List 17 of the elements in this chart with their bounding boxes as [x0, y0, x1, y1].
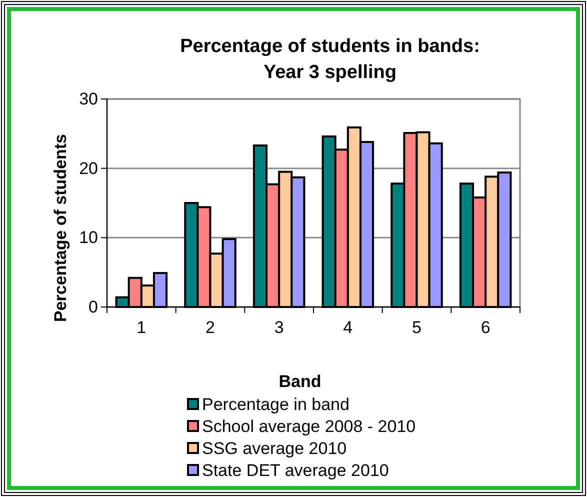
chart-title: Percentage of students in bands: Year 3 spelling: [180, 36, 480, 83]
x-tick-label: 1: [136, 318, 146, 338]
legend-label: Percentage in band: [202, 395, 350, 414]
legend-label: SSG average 2010: [202, 439, 347, 458]
y-tick-label: 10: [79, 228, 98, 248]
y-tick-label: 0: [88, 297, 98, 316]
legend-label: School average 2008 - 2010: [202, 417, 416, 436]
x-tick-label: 6: [480, 318, 490, 338]
y-axis-title: Percentage of students: [51, 134, 70, 322]
legend-label: State DET average 2010: [202, 461, 389, 480]
y-tick-label: 30: [79, 89, 98, 108]
x-tick-label: 4: [343, 318, 353, 338]
x-tick-label: 5: [412, 318, 422, 338]
x-tick-label: 3: [274, 318, 284, 338]
y-tick-label: 20: [79, 158, 98, 178]
x-axis-title: Band: [278, 372, 322, 391]
x-tick-label: 2: [206, 318, 215, 338]
